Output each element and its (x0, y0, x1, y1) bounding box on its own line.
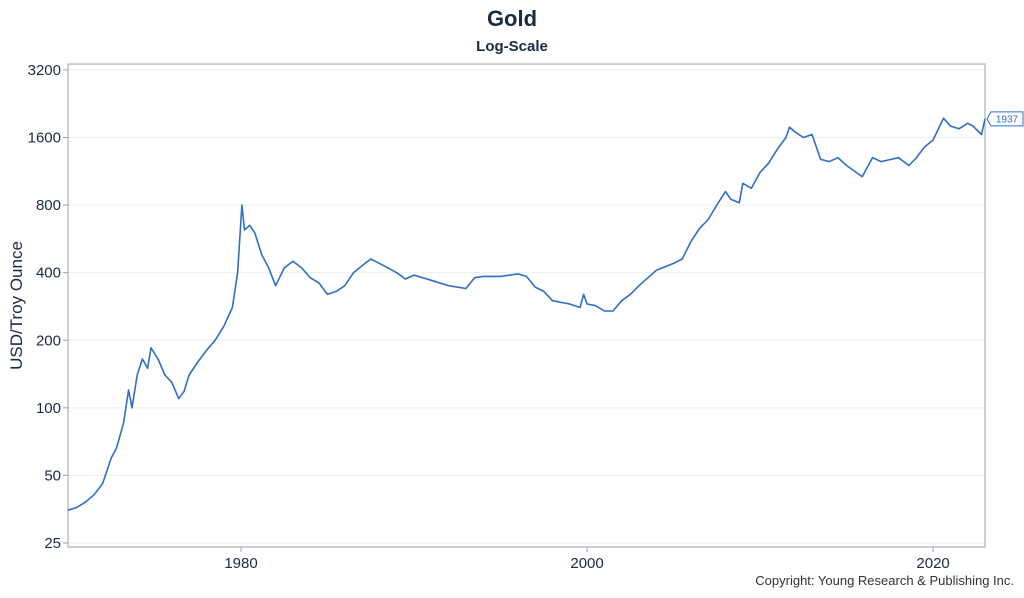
y-tick-label: 100 (36, 400, 61, 417)
x-tick-label: 2000 (570, 555, 603, 572)
last-value-callout (986, 111, 1024, 127)
y-tick-label: 50 (44, 467, 61, 484)
chart-subtitle: Log-Scale (476, 38, 548, 55)
copyright-notice: Copyright: Young Research & Publishing I… (755, 573, 1014, 588)
chart-title: Gold (486, 6, 538, 31)
gold-price-line (67, 117, 986, 511)
y-tick-label: 800 (36, 197, 61, 214)
plot-frame (67, 63, 986, 548)
y-axis-label: USD/Troy Ounce (7, 241, 26, 370)
y-tick-label: 25 (44, 535, 61, 552)
last-value-label: 1937 (996, 114, 1019, 125)
y-tick-label: 200 (36, 332, 61, 349)
y-tick-label: 3200 (28, 62, 61, 79)
y-tick-label: 1600 (28, 129, 61, 146)
y-tick-label: 400 (36, 265, 61, 282)
x-tick-label: 2020 (916, 555, 949, 572)
x-tick-label: 1980 (224, 555, 257, 572)
